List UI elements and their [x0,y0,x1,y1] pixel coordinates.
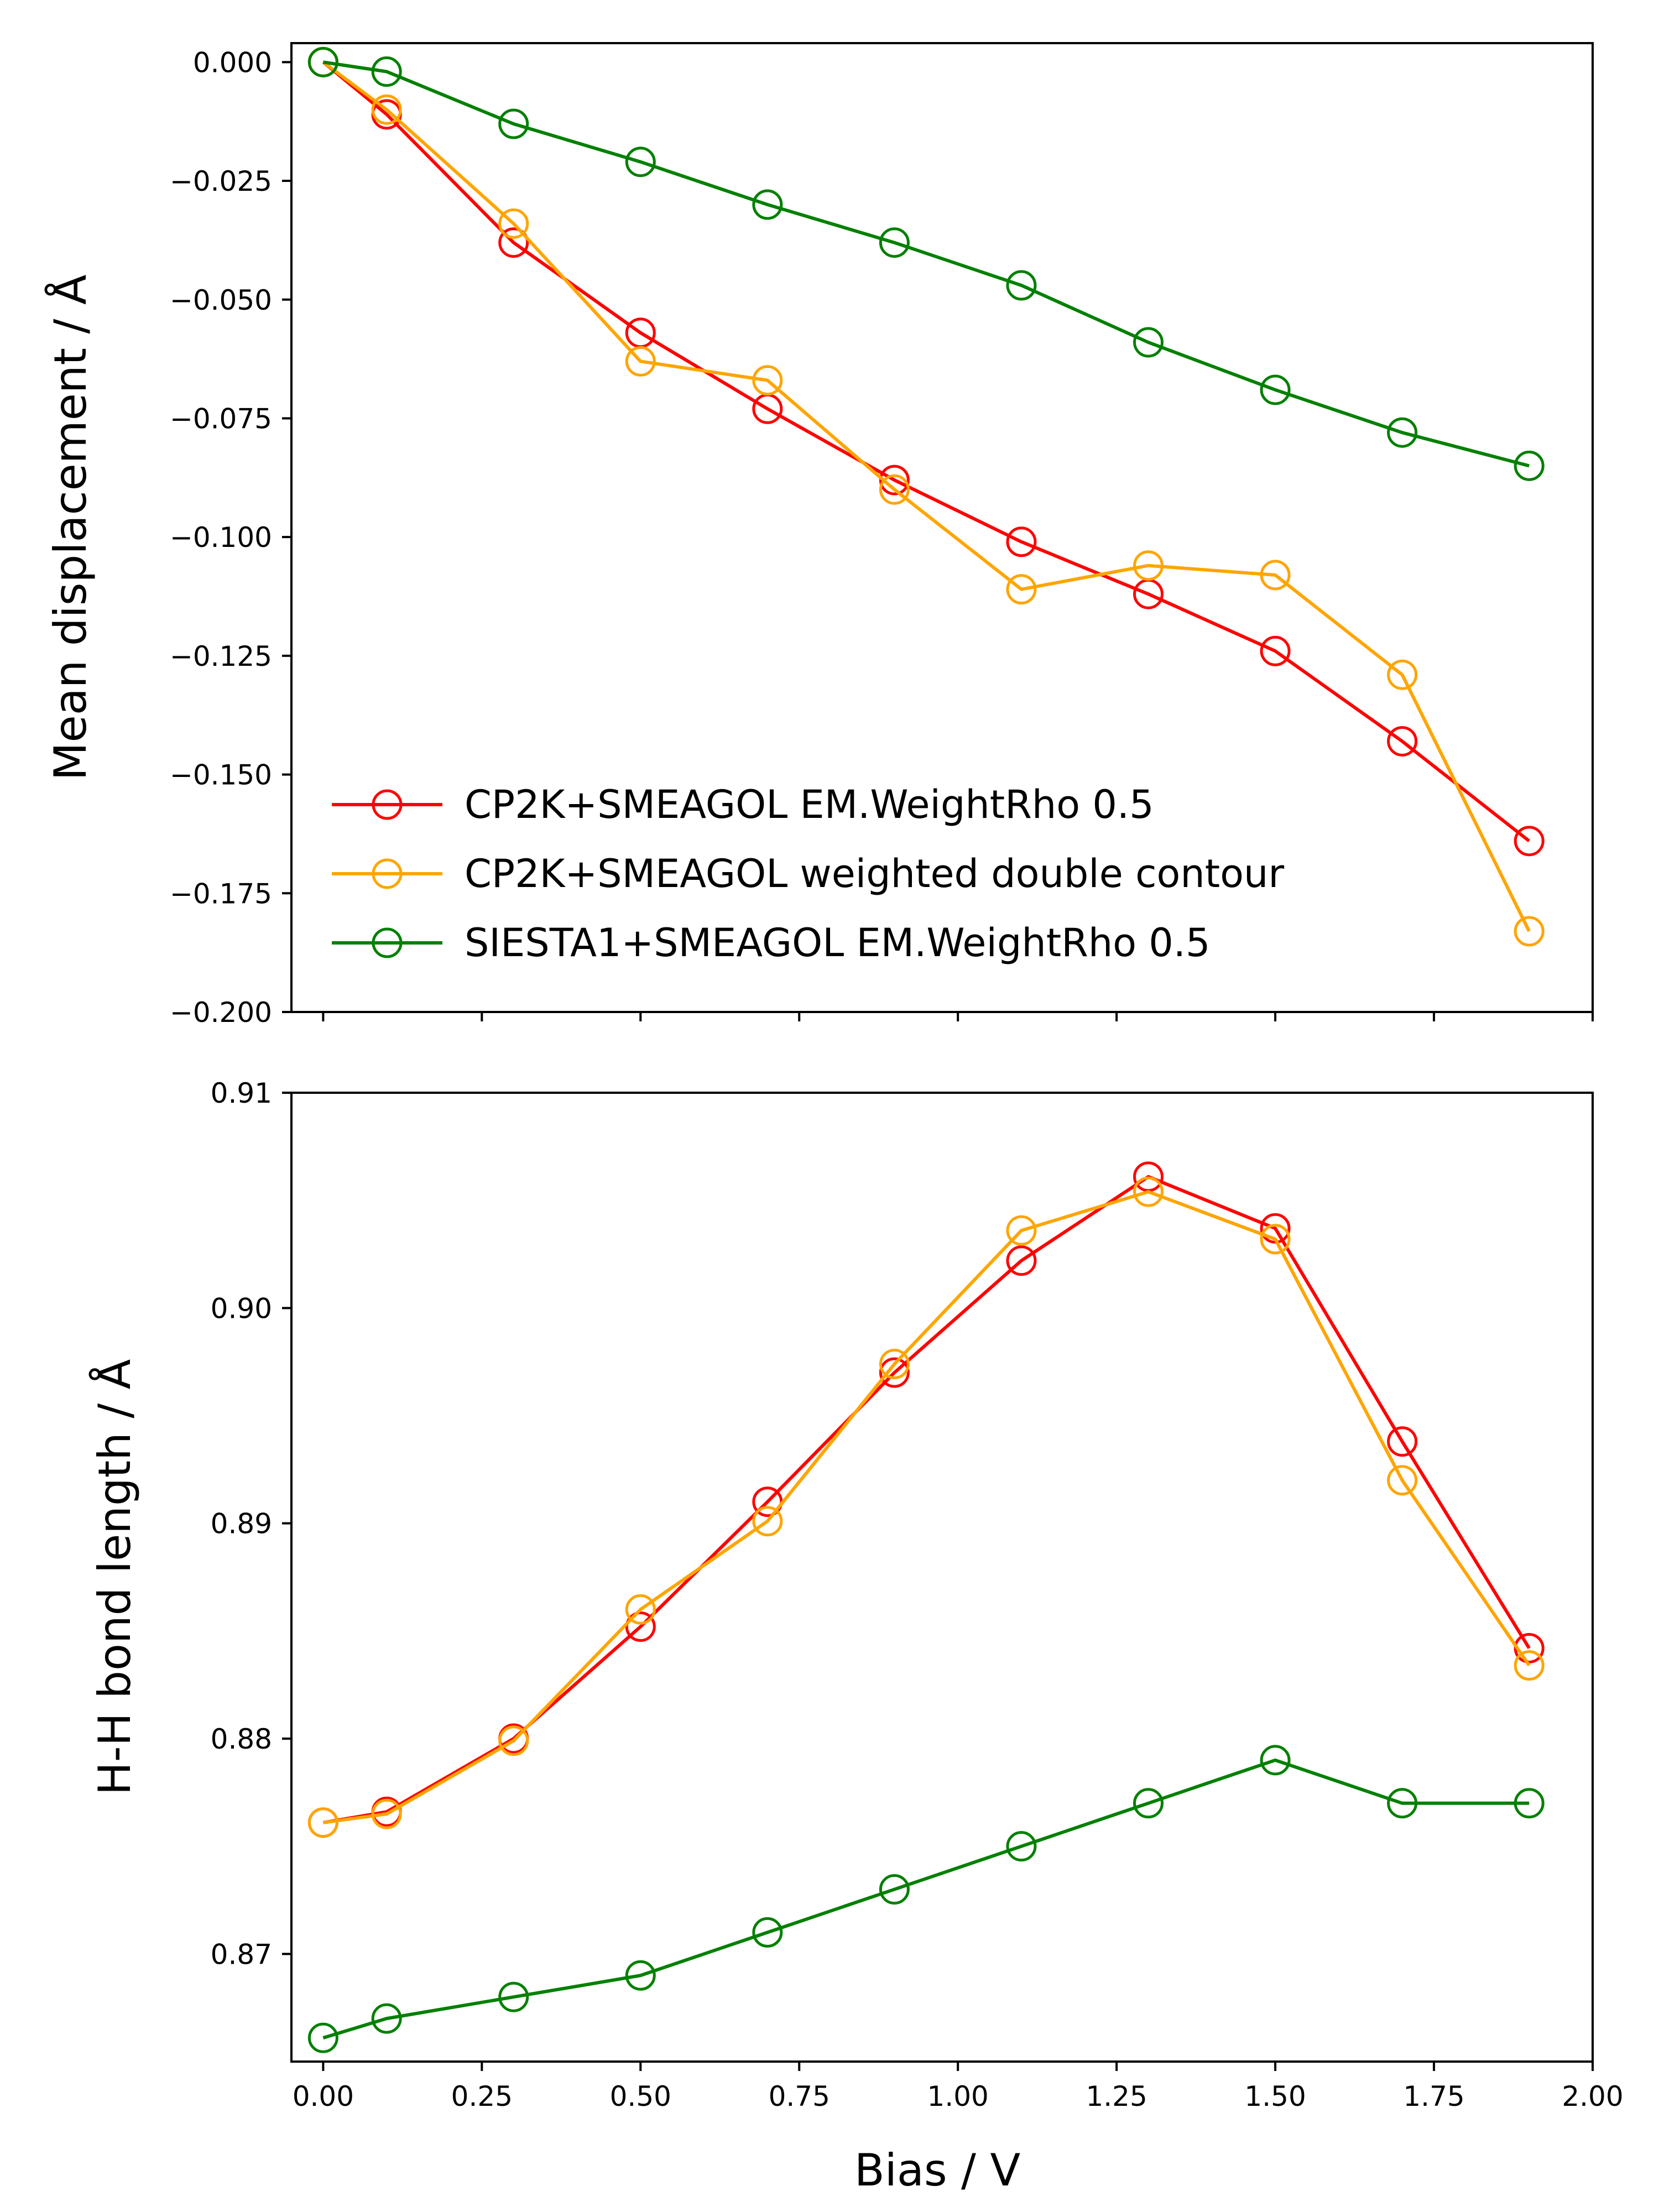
top-series-0-point [879,465,910,495]
bottom-y-tick-label: 0.91 [211,1077,272,1109]
top-series-0-point [1260,635,1291,666]
legend-marker-0 [372,789,403,820]
top-series-2-point [307,46,338,77]
top-series-2-point [1006,270,1037,301]
bond-length-chart: 0.00 0.25 0.50 0.75 1.00 1.25 1.50 1.75 2.00 0.87… [88,1077,1624,2112]
bottom-series-1-point [1260,1224,1291,1255]
bottom-x-tick-label: 0.50 [610,2080,671,2112]
top-series-1-point [1387,659,1418,690]
bottom-series-0-point [1514,1632,1545,1663]
bottom-series-1-point [1133,1176,1164,1207]
top-y-tick-label: −0.175 [170,878,272,910]
top-series-1-point [1260,560,1291,591]
top-series-line-0 [322,61,1531,843]
bottom-series-1-point [1006,1215,1037,1246]
bottom-series-0-point [625,1611,656,1642]
top-series-0-point [498,227,529,258]
bottom-y-tick-label: 0.90 [211,1292,272,1324]
top-series-2-point [879,227,910,258]
bottom-x-tick-label: 1.75 [1403,2080,1464,2112]
x-axis-label: Bias / V [854,2145,1021,2196]
top-series-0-point [1006,526,1037,557]
top-plot-frame [290,42,1594,1013]
top-y-tick-label: 0.000 [193,46,272,79]
top-series-line-1 [322,60,1531,932]
top-series-2-point [498,108,529,139]
top-y-axis-label: Mean displacement / Å [44,274,96,780]
top-y-tick-label: −0.125 [170,640,272,672]
top-series-1-point [498,208,529,239]
bottom-x-tick-label: 0.25 [451,2080,513,2112]
legend-entry-1: CP2K+SMEAGOL weighted double contour [465,851,1284,896]
top-series-2-point [371,56,402,87]
bottom-y-tick-label: 0.87 [211,1938,272,1970]
top-y-tick-label: −0.075 [170,403,272,435]
displacement-chart: 0.000 −0.025 −0.050 −0.075 −0.100 −0.125 −0.15… [44,42,1594,1029]
bottom-series-1-point [1514,1650,1545,1681]
top-series-2-point [1387,417,1418,448]
top-y-tick-label: −0.150 [170,759,272,791]
bottom-x-tick-label: 2.00 [1562,2080,1623,2112]
bottom-series-2-point [1260,1745,1291,1776]
bottom-y-tick-label: 0.88 [211,1723,272,1755]
top-series-2-point [625,147,656,178]
bottom-series-1-point [1387,1465,1418,1496]
bottom-series-2-point [752,1917,783,1948]
bottom-series-1-point [371,1798,402,1829]
bottom-x-tick-label: 1.50 [1244,2080,1306,2112]
top-y-tick-label: −0.100 [170,521,272,554]
bottom-series-2-point [879,1874,910,1905]
top-series-0-point [1387,726,1418,757]
bottom-series-2-point [1387,1788,1418,1819]
bottom-series-0-point [1387,1426,1418,1457]
top-y-tick-label: −0.200 [170,997,272,1029]
top-series-1-point [371,94,402,125]
bottom-series-0-point [1006,1245,1037,1276]
legend-marker-2 [372,927,403,958]
top-series-0-point [1514,826,1545,857]
bottom-series-1-point [879,1349,910,1380]
bottom-series-line-0 [322,1175,1531,1824]
bottom-series-1-point [498,1725,529,1756]
bottom-series-line-1 [322,1190,1531,1824]
top-series-2-point [752,189,783,220]
top-series-2-point [1514,450,1545,481]
top-series-1-point [1133,550,1164,581]
top-series-1-point [1006,574,1037,605]
bottom-series-1-point [625,1594,656,1625]
bottom-series-2-point [1133,1788,1164,1819]
top-series-1-point [1514,916,1545,947]
bottom-series-2-point [307,2022,338,2053]
bottom-series-1-point [307,1807,338,1838]
bottom-y-axis-label: H-H bond length / Å [88,1359,140,1795]
top-series-2-point [1133,327,1164,358]
top-y-tick-label: −0.050 [170,284,272,316]
top-series-1-point [752,365,783,396]
bottom-series-2-point [625,1960,656,1991]
top-series-1-point [879,474,910,505]
bottom-series-2-point [498,1981,529,2012]
legend-marker-1 [372,858,403,889]
legend-entry-2: SIESTA1+SMEAGOL EM.WeightRho 0.5 [465,920,1211,966]
bottom-plot-frame [290,1092,1594,2063]
bottom-x-tick-label: 0.00 [293,2080,354,2112]
bottom-series-2-point [371,2003,402,2034]
bottom-y-tick-label: 0.89 [211,1508,272,1540]
top-series-1-point [625,346,656,377]
bottom-x-tick-label: 1.00 [927,2080,989,2112]
bottom-x-tick-label: 0.75 [769,2080,830,2112]
bottom-series-2-point [1006,1831,1037,1862]
bottom-series-2-point [1514,1788,1545,1819]
legend-entry-0: CP2K+SMEAGOL EM.WeightRho 0.5 [465,782,1154,827]
bottom-series-0-point [879,1357,910,1388]
bottom-x-tick-label: 1.25 [1086,2080,1147,2112]
top-series-2-point [1260,374,1291,405]
bottom-series-line-2 [322,1758,1530,2040]
top-y-tick-label: −0.025 [170,165,272,197]
top-series-line-2 [322,60,1530,468]
bottom-series-1-point [752,1506,783,1537]
